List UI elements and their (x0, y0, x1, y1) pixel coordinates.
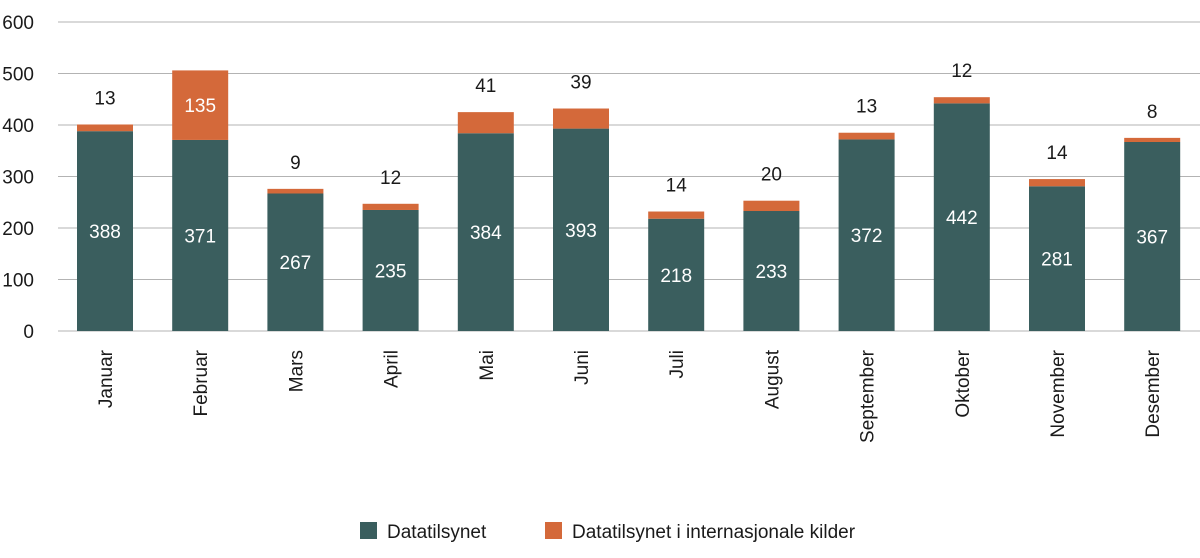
x-tick-label: Desember (1143, 349, 1164, 437)
legend: Datatilsynet Datatilsynet i internasjonal… (360, 522, 856, 543)
data-label-datatilsynet: 371 (184, 226, 216, 247)
bars (77, 70, 1181, 332)
data-label-datatilsynet: 218 (660, 266, 692, 287)
x-axis-tick-labels: Januar Februar Mars April Mai Juni Juli August S… (96, 349, 1164, 443)
data-label-internasjonale-kilder: 12 (951, 61, 972, 82)
x-tick-label: Oktober (953, 349, 974, 417)
y-tick-label: 400 (2, 116, 34, 137)
bar-datatilsynet (457, 133, 514, 331)
bar-internasjonale-kilder (172, 70, 229, 140)
data-label-datatilsynet: 367 (1136, 227, 1168, 248)
data-labels: 388 13 371 135 267 9 235 12 384 41 393 39 218 14 233 20… (89, 61, 1168, 287)
bar-datatilsynet (648, 218, 705, 331)
grid-lines (58, 21, 1200, 332)
data-label-datatilsynet: 267 (280, 253, 312, 274)
bar-datatilsynet (172, 139, 229, 331)
x-tick-label: August (762, 349, 783, 409)
bar-datatilsynet (1029, 186, 1085, 331)
y-tick-label: 500 (2, 65, 34, 86)
legend-label-datatilsynet: Datatilsynet (387, 522, 487, 543)
data-label-internasjonale-kilder: 9 (290, 153, 301, 174)
data-label-internasjonale-kilder: 14 (1046, 143, 1068, 164)
bar-internasjonale-kilder (362, 203, 419, 210)
bar-datatilsynet (743, 211, 800, 331)
bar-internasjonale-kilder (838, 132, 895, 140)
data-label-datatilsynet: 393 (565, 221, 597, 242)
data-label-internasjonale-kilder: 20 (761, 165, 782, 186)
data-label-internasjonale-kilder: 14 (666, 176, 688, 197)
data-label-datatilsynet: 281 (1041, 250, 1073, 271)
bar-datatilsynet (838, 139, 895, 331)
data-label-datatilsynet: 233 (756, 262, 788, 283)
bar-internasjonale-kilder (1124, 137, 1181, 142)
bar-internasjonale-kilder (267, 188, 324, 194)
bar-datatilsynet (933, 103, 990, 332)
y-tick-label: 100 (2, 271, 34, 292)
data-label-internasjonale-kilder: 8 (1147, 102, 1158, 123)
x-tick-label: September (858, 349, 879, 443)
data-label-internasjonale-kilder: 39 (570, 73, 591, 94)
bar-internasjonale-kilder (1029, 179, 1085, 187)
data-label-datatilsynet: 235 (375, 261, 407, 282)
bar-datatilsynet (1124, 141, 1181, 331)
data-label-internasjonale-kilder: 135 (184, 96, 216, 117)
bar-datatilsynet (77, 131, 133, 331)
bar-internasjonale-kilder (648, 211, 705, 219)
bar-internasjonale-kilder (77, 124, 133, 132)
data-label-internasjonale-kilder: 13 (94, 88, 115, 109)
x-tick-label: Juni (572, 350, 593, 385)
bar-internasjonale-kilder (457, 112, 514, 134)
x-tick-label: Mai (477, 350, 498, 381)
y-tick-label: 0 (23, 322, 34, 343)
bar-datatilsynet (553, 128, 609, 331)
y-tick-label: 200 (2, 219, 34, 240)
y-tick-label: 600 (2, 13, 34, 34)
bar-datatilsynet (362, 209, 419, 331)
data-label-internasjonale-kilder: 41 (475, 76, 496, 97)
bar-internasjonale-kilder (933, 97, 990, 104)
data-label-datatilsynet: 384 (470, 223, 502, 244)
x-tick-label: April (382, 350, 403, 388)
x-tick-label: Januar (96, 349, 117, 408)
legend-label-internasjonale-kilder: Datatilsynet i internasjonale kilder (572, 522, 856, 543)
bar-datatilsynet (267, 193, 324, 331)
data-label-datatilsynet: 372 (851, 226, 883, 247)
y-axis-tick-labels: 0 100 200 300 400 500 600 (2, 13, 34, 343)
data-label-internasjonale-kilder: 13 (856, 97, 877, 118)
y-tick-label: 300 (2, 168, 34, 189)
data-label-datatilsynet: 388 (89, 222, 121, 243)
legend-swatch-datatilsynet (360, 522, 377, 539)
data-label-internasjonale-kilder: 12 (380, 168, 401, 189)
bar-internasjonale-kilder (553, 108, 609, 129)
x-tick-label: Februar (191, 349, 212, 416)
data-label-datatilsynet: 442 (946, 208, 978, 229)
x-tick-label: Mars (286, 350, 307, 392)
x-tick-label: November (1048, 349, 1069, 437)
x-tick-label: Juli (667, 350, 688, 379)
bar-internasjonale-kilder (743, 200, 800, 212)
legend-swatch-internasjonale-kilder (545, 522, 562, 539)
